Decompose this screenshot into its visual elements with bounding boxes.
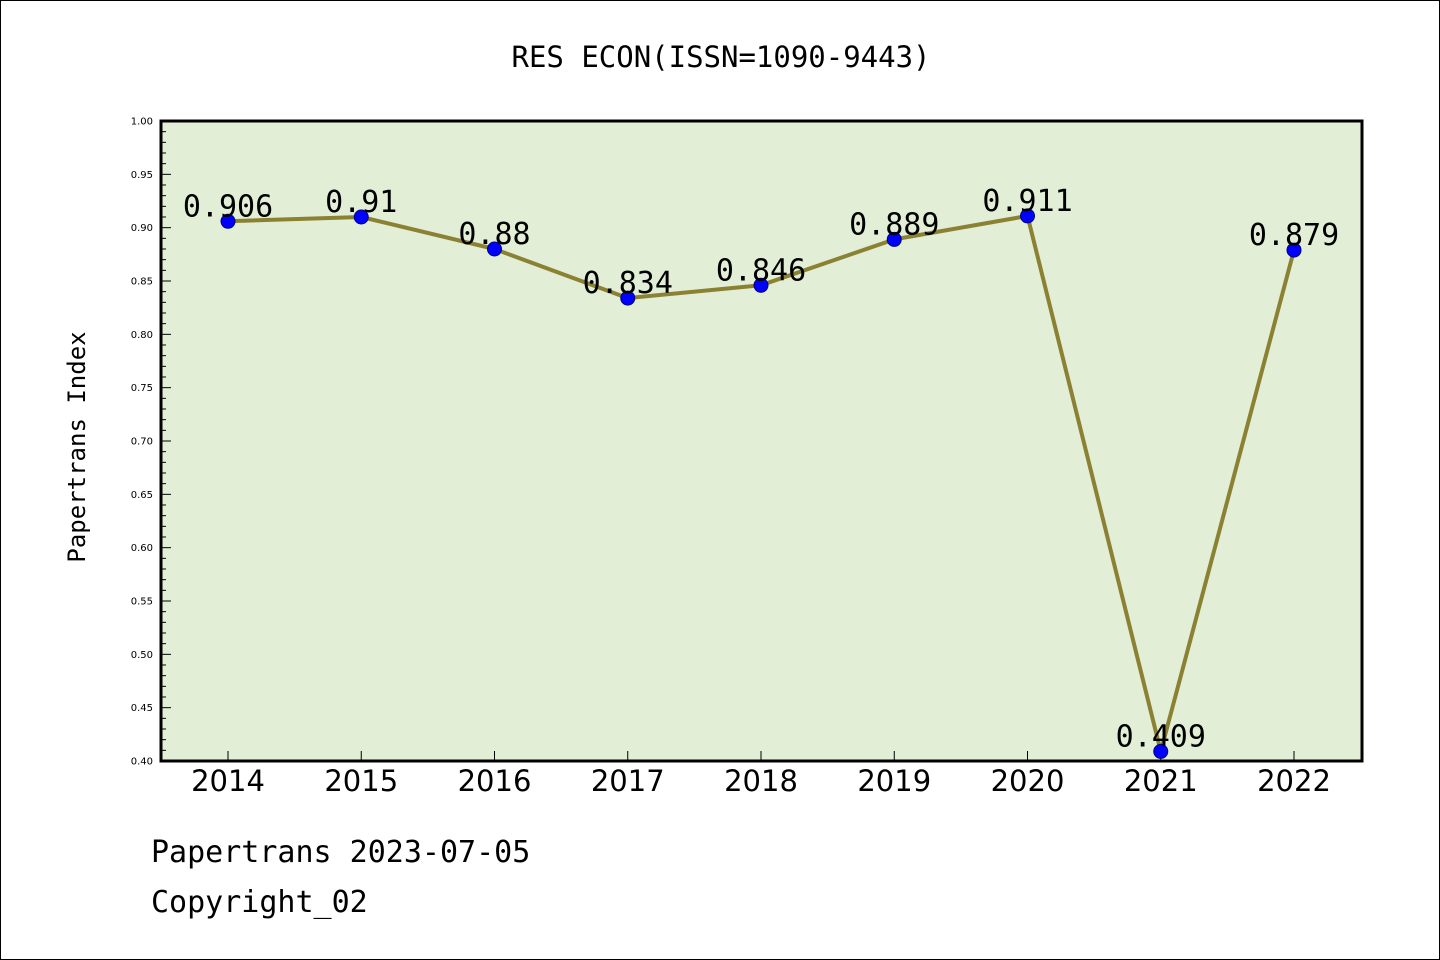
data-labels: 0.906 0.91 0.88 0.834 0.846 0.889 0.911 0.409 0.… [183,184,1339,754]
y-tick-label: 0.90 [131,223,153,234]
data-label: 0.88 [458,217,530,252]
x-tick-label: 2017 [591,764,665,798]
data-point [1153,743,1169,759]
data-label: 0.91 [325,185,397,220]
data-label: 0.409 [1116,719,1206,754]
y-tick-label: 0.85 [131,277,153,288]
x-tick-label: 2014 [191,764,265,798]
data-point [620,290,636,306]
y-tick-label: 0.65 [131,490,153,501]
x-axis-ticks: 2014 2015 2016 2017 2018 2019 2020 2021 2022 [191,751,1331,798]
y-tick-label: 0.45 [131,703,153,714]
y-tick-label: 0.80 [131,330,153,341]
y-axis-ticks: 0.40 0.45 0.50 0.55 0.60 0.65 0.70 0.75 0.80 0.85… [131,117,171,768]
plot-border [159,119,1364,763]
data-point [487,241,502,257]
chart-title: RES ECON(ISSN=1090-9443) [511,40,930,74]
footer-copyright: Copyright_02 [151,885,368,920]
y-tick-label: 0.60 [131,543,153,554]
data-label: 0.889 [849,207,939,242]
data-point [886,231,902,247]
y-tick-label: 1.00 [131,117,153,128]
y-tick-label: 0.75 [131,383,153,394]
y-tick-label: 0.40 [131,757,153,768]
x-tick-label: 2016 [458,764,532,798]
data-point [1020,208,1035,224]
y-tick-label: 0.50 [131,650,153,661]
footer-date: Papertrans 2023-07-05 [151,835,531,870]
x-tick-label: 2020 [991,764,1065,798]
y-tick-label: 0.55 [131,597,153,608]
data-label: 0.834 [583,266,673,301]
data-label: 0.879 [1249,218,1339,253]
data-point [220,213,236,229]
data-point [753,277,769,293]
data-markers [220,208,1302,759]
data-point [1286,242,1302,258]
x-tick-label: 2019 [857,764,931,798]
x-tick-label: 2021 [1124,764,1198,798]
data-label: 0.846 [716,253,806,288]
y-tick-label: 0.70 [131,437,153,448]
data-label: 0.911 [982,184,1072,219]
plot-area [161,121,1362,761]
x-tick-label: 2022 [1257,764,1331,798]
x-tick-label: 2018 [724,764,798,798]
y-axis-label: Papertrans Index [63,331,91,562]
x-tick-label: 2015 [324,764,398,798]
data-point [353,209,369,225]
y-tick-label: 0.95 [131,170,153,181]
data-label: 0.906 [183,189,273,224]
